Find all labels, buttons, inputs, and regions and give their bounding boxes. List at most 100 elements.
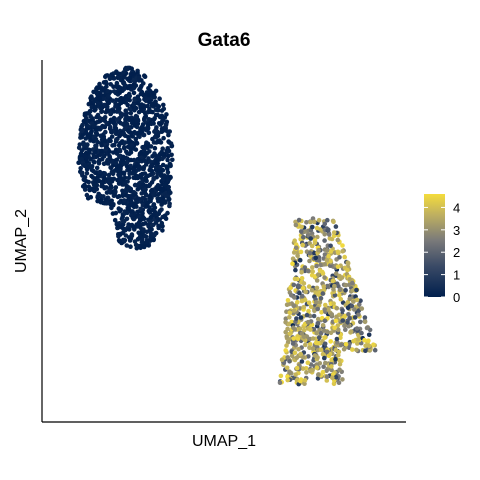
scatter-point xyxy=(106,161,111,166)
scatter-point xyxy=(117,154,122,159)
scatter-point xyxy=(285,298,291,303)
scatter-point xyxy=(291,250,297,255)
scatter-point xyxy=(315,321,321,326)
scatter-point xyxy=(313,255,319,261)
scatter-point xyxy=(306,354,311,359)
scatter-point xyxy=(309,287,315,293)
scatter-point xyxy=(331,287,336,292)
scatter-point xyxy=(337,367,342,373)
scatter-point xyxy=(88,186,93,191)
scatter-point xyxy=(121,131,127,136)
scatter-point xyxy=(93,105,98,110)
scatter-point xyxy=(113,101,118,106)
scatter-point xyxy=(122,181,128,187)
scatter-point xyxy=(127,93,132,99)
scatter-point xyxy=(106,172,112,178)
scatter-point xyxy=(333,374,339,380)
scatter-point xyxy=(116,223,122,229)
scatter-point xyxy=(315,272,321,277)
scatter-point xyxy=(165,177,171,183)
scatter-point xyxy=(314,263,319,269)
scatter-point xyxy=(123,116,129,121)
scatter-point xyxy=(338,296,344,302)
scatter-point xyxy=(366,332,372,338)
scatter-point xyxy=(141,166,146,172)
scatter-point xyxy=(144,239,150,244)
scatter-point xyxy=(142,97,147,102)
scatter-point xyxy=(278,373,284,379)
scatter-point xyxy=(328,243,333,249)
scatter-point xyxy=(136,75,142,81)
scatter-point xyxy=(318,262,324,268)
scatter-point xyxy=(108,111,113,117)
scatter-point xyxy=(107,149,112,154)
scatter-point xyxy=(120,230,126,236)
scatter-point xyxy=(149,101,155,107)
scatter-point xyxy=(303,342,308,348)
scatter-point xyxy=(329,236,335,242)
scatter-point xyxy=(321,364,326,370)
scatter-point xyxy=(371,342,376,348)
scatter-point xyxy=(103,147,108,152)
scatter-point xyxy=(343,327,348,333)
scatter-point xyxy=(95,177,101,183)
scatter-point xyxy=(140,195,145,201)
scatter-point xyxy=(283,329,289,335)
scatter-point xyxy=(114,128,119,134)
scatter-point xyxy=(121,237,126,243)
scatter-point xyxy=(109,170,115,175)
colorbar-tick-label: 3 xyxy=(453,223,460,238)
scatter-point xyxy=(337,254,342,260)
scatter-point xyxy=(161,102,166,108)
scatter-point xyxy=(129,66,134,71)
scatter-point xyxy=(121,161,126,166)
scatter-point xyxy=(154,185,160,191)
scatter-point xyxy=(152,232,157,238)
scatter-point xyxy=(109,205,114,211)
scatter-point xyxy=(151,236,156,242)
scatter-point xyxy=(336,380,342,386)
scatter-point xyxy=(127,167,132,172)
scatter-point xyxy=(153,164,159,170)
scatter-point xyxy=(341,346,347,352)
scatter-point xyxy=(148,214,154,220)
scatter-point xyxy=(350,280,355,286)
scatter-point xyxy=(159,108,165,113)
scatter-point xyxy=(330,278,336,284)
scatter-point xyxy=(291,336,297,341)
scatter-point xyxy=(364,325,370,331)
scatter-point xyxy=(363,343,368,349)
scatter-point xyxy=(82,111,88,117)
scatter-point xyxy=(163,199,168,204)
y-axis-label: UMAP_2 xyxy=(13,209,30,273)
scatter-point xyxy=(94,165,100,171)
scatter-point xyxy=(106,94,111,99)
colorbar-legend: 0 1 2 3 4 xyxy=(424,194,460,305)
scatter-point xyxy=(101,194,106,199)
scatter-point xyxy=(166,132,171,138)
scatter-point xyxy=(309,243,315,249)
scatter-point xyxy=(332,293,338,298)
scatter-point xyxy=(107,76,113,82)
scatter-point xyxy=(337,362,343,367)
scatter-point xyxy=(351,299,356,304)
scatter-point xyxy=(120,154,126,160)
scatter-point xyxy=(134,114,140,119)
scatter-point xyxy=(165,166,170,171)
scatter-point xyxy=(169,152,174,158)
scatter-point xyxy=(126,138,132,143)
scatter-point xyxy=(287,310,293,316)
scatter-point xyxy=(93,88,99,94)
colorbar-tick-label: 0 xyxy=(453,290,460,305)
scatter-point xyxy=(133,83,139,88)
scatter-point xyxy=(130,119,136,124)
scatter-point xyxy=(335,264,341,270)
scatter-point xyxy=(322,355,327,361)
scatter-point xyxy=(308,304,314,310)
scatter-point xyxy=(151,202,157,207)
scatter-point xyxy=(150,90,156,96)
scatter-point xyxy=(366,343,372,349)
scatter-point xyxy=(284,343,289,348)
scatter-point xyxy=(127,151,132,156)
